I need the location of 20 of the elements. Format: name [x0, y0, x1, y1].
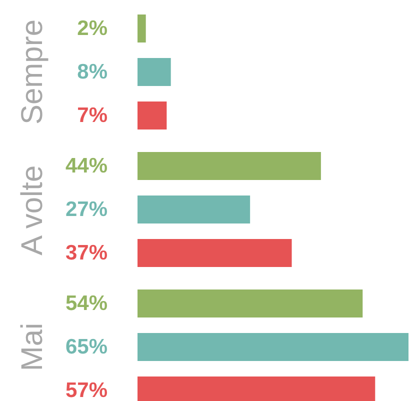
- bar: [138, 333, 408, 361]
- y-tick-label: Sempre: [16, 19, 49, 125]
- data-label: 27%: [65, 198, 108, 221]
- y-tick-label: A volte: [16, 165, 49, 256]
- y-tick-label: Mai: [16, 322, 49, 372]
- data-label: 2%: [77, 17, 108, 40]
- bar: [138, 239, 292, 267]
- bar: [138, 290, 363, 318]
- data-label: 57%: [65, 379, 108, 401]
- bar: [138, 196, 250, 224]
- bar: [138, 14, 146, 42]
- data-label: 8%: [77, 60, 108, 84]
- data-label: 37%: [65, 242, 108, 264]
- data-label: 54%: [65, 292, 108, 315]
- bar: [138, 58, 171, 86]
- bar: [138, 102, 167, 130]
- data-label: 65%: [65, 336, 108, 358]
- data-label: 44%: [65, 154, 108, 178]
- bar: [138, 152, 321, 180]
- data-label: 7%: [77, 104, 108, 127]
